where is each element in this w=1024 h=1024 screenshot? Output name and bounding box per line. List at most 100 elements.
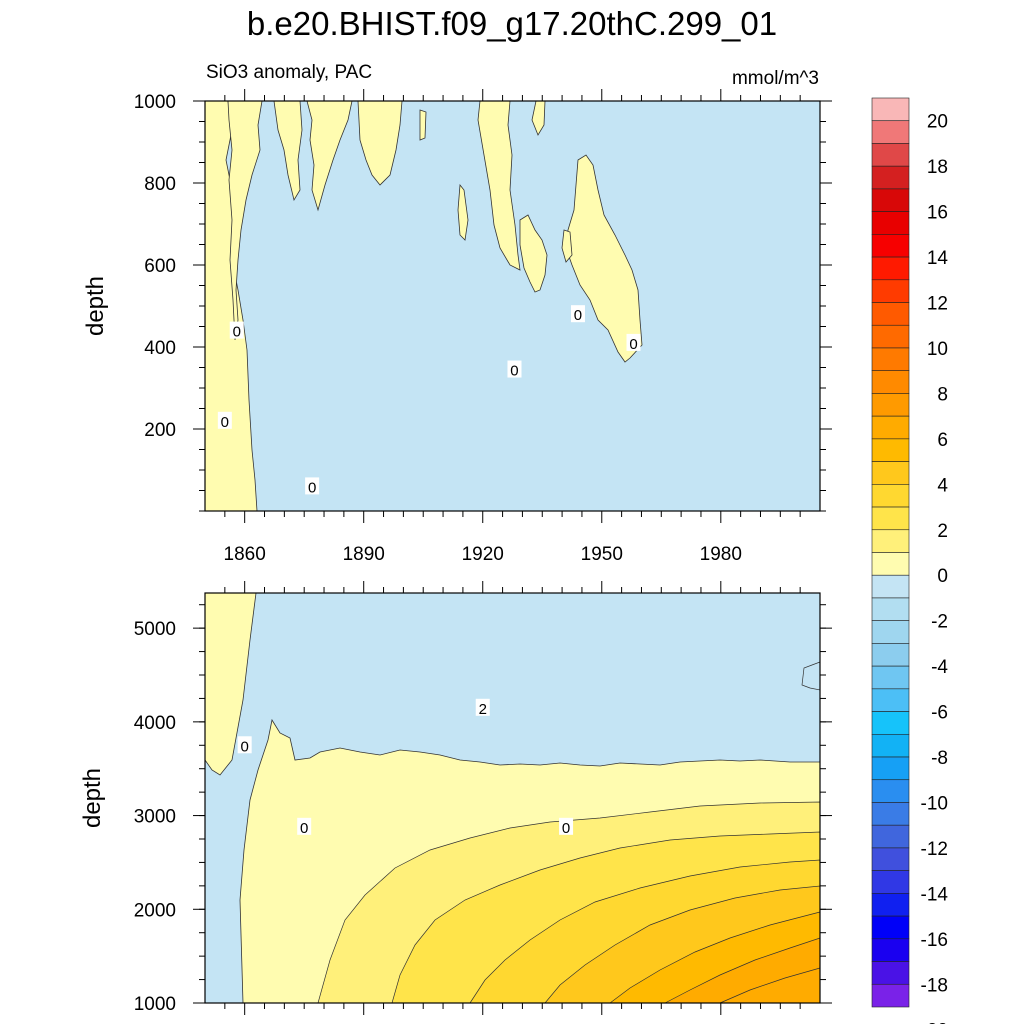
upper-negative-region xyxy=(205,101,820,511)
contour-label-box xyxy=(217,411,232,429)
upper-y-axis-title: depth xyxy=(82,276,109,336)
axis-ticks xyxy=(193,89,832,1015)
colorbar-label: 16 xyxy=(927,203,948,224)
colorbar-cell xyxy=(871,188,910,212)
colorbar-cell xyxy=(871,733,910,758)
colorbar-cell xyxy=(871,165,910,190)
colorbar-label: 8 xyxy=(937,384,948,405)
lower-contour-line xyxy=(719,967,821,1004)
colorbar-label: 20 xyxy=(927,112,948,133)
colorbar-label: 6 xyxy=(937,430,948,451)
contour-label-box xyxy=(626,333,641,351)
colorbar-cell xyxy=(871,279,910,303)
colorbar-cell xyxy=(871,234,910,258)
colorbar-cell xyxy=(871,870,910,894)
colorbar-cell xyxy=(871,529,910,553)
colorbar-cell xyxy=(871,415,910,440)
x-tick-label: 1860 xyxy=(224,544,266,565)
upper-positive-region xyxy=(306,100,353,212)
colorbar-cell xyxy=(871,824,910,849)
lower-panel xyxy=(204,592,821,1004)
colorbar-cell xyxy=(871,97,910,122)
upper-positive-region xyxy=(357,100,403,186)
contour-label-box xyxy=(237,736,252,754)
contour-labels: 0 0 0 0 0 0 0 0 0 2 xyxy=(217,305,641,837)
upper-positive-region xyxy=(519,214,548,293)
contour-label-box xyxy=(229,321,244,339)
colorbar-cell xyxy=(871,393,910,417)
contour-label: 0 xyxy=(300,820,308,837)
colorbar-cell xyxy=(871,438,910,462)
upper-positive-region xyxy=(457,183,469,241)
variable-subtitle: SiO3 anomaly, PAC xyxy=(206,62,373,83)
contour-label: 2 xyxy=(479,701,487,718)
colorbar-cell xyxy=(871,574,910,599)
upper-positive-region xyxy=(419,109,427,141)
colorbar-cell xyxy=(871,802,910,826)
y-tick-label: 1000 xyxy=(134,92,176,113)
colorbar-cell xyxy=(871,779,910,803)
contour-label: 0 xyxy=(574,307,582,324)
contour-label: 0 xyxy=(629,336,637,353)
contour-label-box xyxy=(297,817,312,835)
x-tick-label: 1980 xyxy=(700,544,742,565)
colorbar-label: 2 xyxy=(937,521,948,542)
colorbar-cell xyxy=(871,461,910,485)
colorbar-cell xyxy=(871,484,910,508)
colorbar-cell xyxy=(871,120,910,144)
colorbar-cell xyxy=(871,597,910,621)
colorbar-label: 14 xyxy=(927,248,949,269)
colorbar-labels: 20181614121086420-2-4-6-8-10-12-14-16-18… xyxy=(921,112,949,1024)
colorbar-cell xyxy=(871,643,910,667)
x-tick-label: 1920 xyxy=(462,544,504,565)
colorbar-cell xyxy=(871,302,910,326)
contour-label: 0 xyxy=(241,738,249,755)
colorbar-cell xyxy=(871,552,910,576)
y-tick-label: 3000 xyxy=(134,807,176,828)
colorbar-cell xyxy=(871,620,910,644)
y-tick-label: 200 xyxy=(144,420,176,441)
colorbar-cell xyxy=(871,983,910,1008)
chart-title: b.e20.BHIST.f09_g17.20thC.299_01 xyxy=(246,5,778,42)
y-tick-label: 2000 xyxy=(134,900,176,921)
colorbar-label: -4 xyxy=(931,657,948,678)
y-tick-label: 800 xyxy=(144,174,176,195)
colorbar-label: -18 xyxy=(921,975,948,996)
colorbar-cell xyxy=(871,370,910,394)
colorbar-label: 0 xyxy=(937,566,948,587)
contour-label-box xyxy=(570,305,585,323)
y-tick-label: 1000 xyxy=(134,994,176,1015)
colorbar-cell xyxy=(871,938,910,962)
colorbar-cell xyxy=(871,756,910,781)
y-tick-label: 5000 xyxy=(134,619,176,640)
colorbar-label: -20 xyxy=(921,1021,948,1024)
colorbar-cell xyxy=(871,961,910,985)
lower-plot-frame xyxy=(204,592,821,1004)
x-tick-label: 1950 xyxy=(581,544,623,565)
colorbar-label: 10 xyxy=(927,339,948,360)
colorbar-cell xyxy=(871,506,910,531)
lower-positive-region xyxy=(204,592,257,776)
colorbar-label: -10 xyxy=(921,793,948,814)
colorbar-cell xyxy=(871,347,910,372)
upper-panel xyxy=(204,100,821,512)
contour-label-box xyxy=(559,817,574,835)
colorbar-label: -6 xyxy=(931,703,948,724)
colorbar-label: -14 xyxy=(921,884,949,905)
colorbar xyxy=(871,97,910,1008)
colorbar-cell xyxy=(871,211,910,235)
colorbar-label: 18 xyxy=(927,157,948,178)
y-tick-label: 600 xyxy=(144,256,176,277)
contour-label: 0 xyxy=(308,479,316,496)
colorbar-label: -8 xyxy=(931,748,948,769)
colorbar-label: 12 xyxy=(927,294,948,315)
colorbar-cell xyxy=(871,847,910,871)
contour-label-box xyxy=(475,698,490,716)
colorbar-cell xyxy=(871,893,910,917)
contour-label: 0 xyxy=(221,414,229,431)
contour-label: 0 xyxy=(233,324,241,341)
colorbar-cell xyxy=(871,256,910,281)
colorbar-cell xyxy=(871,711,910,735)
colorbar-cell xyxy=(871,324,910,349)
